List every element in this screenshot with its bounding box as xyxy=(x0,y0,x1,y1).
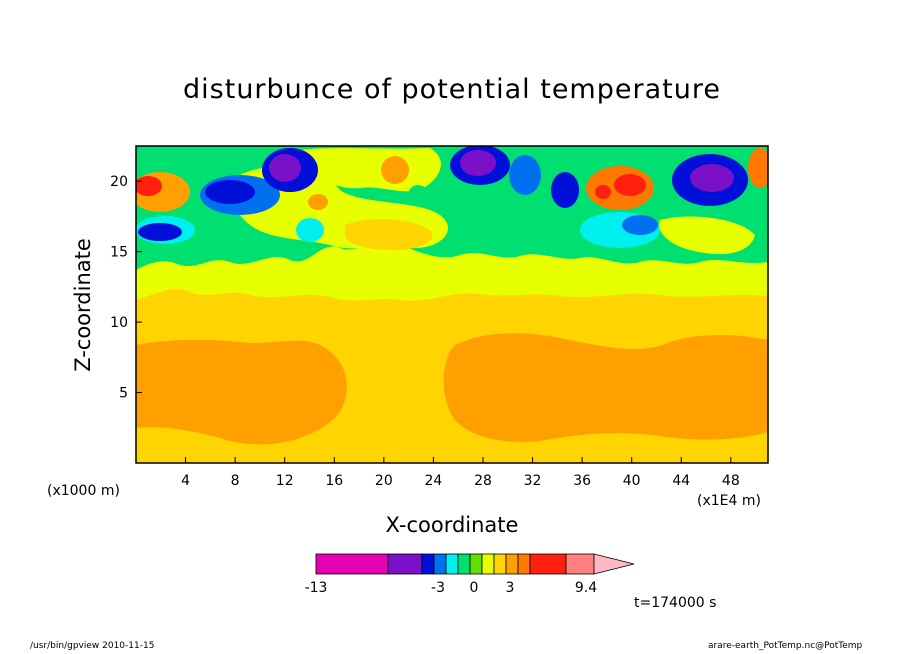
patch-blue-left xyxy=(138,223,182,241)
time-label: t=174000 s xyxy=(634,595,717,611)
colorbar-segment xyxy=(529,553,567,575)
colorbar-tick-label: -13 xyxy=(305,580,328,596)
patch-purple-g xyxy=(690,164,734,192)
footer-right: arare-earth_PotTemp.nc@PotTemp xyxy=(708,641,863,651)
x-tick-label: 44 xyxy=(672,473,690,489)
plot-frame xyxy=(135,145,769,464)
y-tick-label: 15 xyxy=(110,245,128,261)
band-warm-right xyxy=(443,333,768,442)
colorbar-tick-label: 0 xyxy=(470,580,479,596)
colorbar-segment xyxy=(457,553,471,575)
colorbar-segment xyxy=(387,553,423,575)
colorbar-segment xyxy=(481,553,495,575)
colorbar-segment xyxy=(517,553,531,575)
colorbar-segment xyxy=(315,553,389,575)
colorbar-tick-label: 3 xyxy=(506,580,515,596)
x-tick-label: 24 xyxy=(424,473,442,489)
x-tick-label: 48 xyxy=(722,473,740,489)
colorbar-segment xyxy=(565,553,595,575)
plot-area xyxy=(136,146,768,463)
patch-red-right xyxy=(614,174,646,196)
patch-orange-mid xyxy=(381,156,409,184)
x-ticks: 4 8 12 16 20 24 28 32 36 40 44 48 xyxy=(181,457,740,489)
y-tick-label: 20 xyxy=(110,174,128,190)
colorbar-segment xyxy=(469,553,483,575)
patch-orange-edge xyxy=(748,148,768,188)
patch-red-left xyxy=(136,176,162,196)
patch-blue-f xyxy=(622,215,658,235)
y-unit-label: (x1000 m) xyxy=(47,483,120,499)
colorbar-segment xyxy=(433,553,447,575)
colorbar-segment xyxy=(505,553,519,575)
patch-blue-e xyxy=(551,172,579,208)
y-tick-label: 5 xyxy=(119,386,128,402)
x-tick-label: 12 xyxy=(276,473,294,489)
colorbar-segment xyxy=(493,553,507,575)
y-tick-label: 10 xyxy=(110,315,128,331)
x-tick-label: 16 xyxy=(325,473,343,489)
footer-left: /usr/bin/gpview 2010-11-15 xyxy=(30,641,155,651)
colorbar-segment xyxy=(445,553,459,575)
x-tick-label: 32 xyxy=(524,473,542,489)
x-tick-label: 8 xyxy=(231,473,240,489)
patch-purple-b xyxy=(269,154,301,182)
patch-orange-small xyxy=(308,194,328,210)
colorbar-tick-label: -3 xyxy=(431,580,445,596)
patch-red-right-small xyxy=(595,185,611,199)
patch-orange-center xyxy=(345,218,433,250)
x-unit-label: (x1E4 m) xyxy=(697,493,761,509)
x-tick-label: 20 xyxy=(375,473,393,489)
band-warm-left xyxy=(136,339,347,445)
x-axis-label: X-coordinate xyxy=(385,513,519,537)
y-ticks: 5 10 15 20 xyxy=(110,174,142,402)
patch-green-small xyxy=(408,185,428,205)
x-tick-label: 40 xyxy=(623,473,641,489)
colorbar-extension xyxy=(593,553,635,575)
x-tick-label: 36 xyxy=(573,473,591,489)
x-tick-label: 28 xyxy=(474,473,492,489)
colorbar-segment xyxy=(421,553,435,575)
patch-yellow-right xyxy=(659,216,755,255)
colorbar: -13 -3 0 3 9.4 xyxy=(305,553,635,596)
patch-purple-c xyxy=(460,150,496,176)
x-tick-label: 4 xyxy=(181,473,190,489)
patch-blue-d xyxy=(509,155,541,195)
chart-title: disturbunce of potential temperature xyxy=(183,74,721,105)
patch-blue-a-core xyxy=(205,180,255,204)
patch-cyan-b xyxy=(296,218,324,242)
patch-yellow-top xyxy=(300,148,441,192)
colorbar-tick-label: 9.4 xyxy=(575,580,597,596)
